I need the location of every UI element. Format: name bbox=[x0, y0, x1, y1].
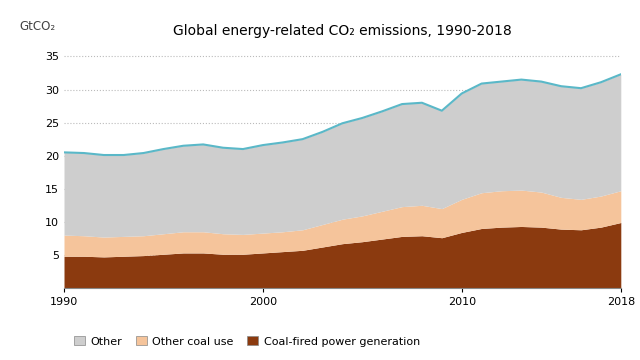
Title: Global energy-related CO₂ emissions, 1990-2018: Global energy-related CO₂ emissions, 199… bbox=[173, 24, 512, 38]
Legend: Other, Other coal use, Coal-fired power generation: Other, Other coal use, Coal-fired power … bbox=[70, 332, 424, 351]
Text: GtCO₂: GtCO₂ bbox=[19, 21, 56, 33]
